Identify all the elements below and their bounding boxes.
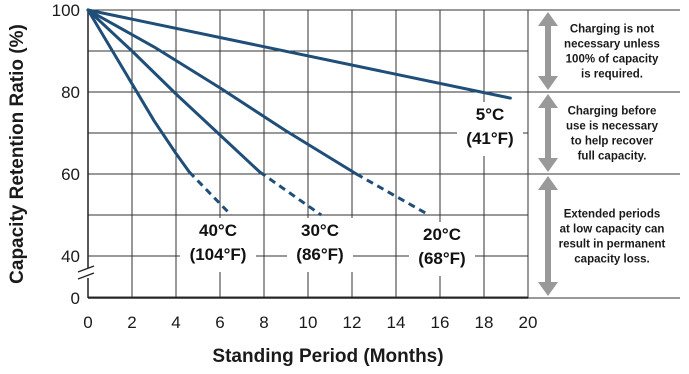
y-axis-title: Capacity Retention Ratio (%) (7, 24, 28, 284)
series-line-solid (86, 8, 512, 100)
double-arrow-icon (538, 176, 558, 296)
series-line-dashed (188, 170, 233, 217)
double-arrow-icon (538, 94, 558, 172)
annotation-text: Charging is not (570, 24, 655, 36)
series-label: (41°F) (466, 129, 513, 148)
series-line-dashed (355, 172, 430, 217)
series-label: 20°C (423, 225, 461, 244)
annotation-text: use is necessary (566, 121, 659, 133)
axis-break (77, 265, 96, 280)
series-line-solid (86, 8, 191, 174)
annotation-text: full capacity. (578, 151, 647, 163)
series-line-dashed (258, 170, 323, 217)
y-tick-label: 80 (61, 83, 80, 102)
annotation-text: 100% of capacity (566, 54, 659, 66)
x-tick-label: 8 (259, 313, 268, 332)
series-label-bg (180, 218, 256, 272)
x-tick-label: 6 (215, 313, 224, 332)
x-axis-title: Standing Period (Months) (212, 346, 443, 367)
series-line-solid (86, 8, 262, 174)
annotation-text: is required. (581, 69, 643, 81)
x-tick-label: 4 (171, 313, 180, 332)
x-tick-label: 0 (83, 313, 92, 332)
series-label: 5°C (476, 105, 505, 124)
annotation-1: Charging is not necessary unless 100% of c… (538, 12, 660, 90)
annotation-3: Extended periods at low capacity can resul… (538, 176, 666, 296)
series-4: 40°C (104°F) (86, 8, 256, 272)
series-label-bg (457, 102, 523, 156)
series-1: 5°C (41°F) (86, 8, 523, 156)
series-2: 20°C (68°F) (86, 8, 475, 276)
x-tick-label: 16 (431, 313, 450, 332)
annotation-text: Extended periods (564, 209, 661, 221)
annotation-2: Charging before use is necessary to help r… (538, 94, 659, 172)
series-3: 30°C (86°F) (86, 8, 353, 272)
series-label: (104°F) (190, 245, 247, 264)
y-tick-label: 100 (52, 1, 80, 20)
annotation-text: result in permanent (559, 239, 666, 251)
double-arrow-icon (538, 12, 558, 90)
x-tick-label: 20 (519, 313, 538, 332)
y-tick-label: 40 (61, 247, 80, 266)
x-tick-label: 12 (343, 313, 362, 332)
x-tick-label: 14 (387, 313, 406, 332)
x-tick-label: 2 (127, 313, 136, 332)
series-label-bg (409, 222, 475, 276)
series-label: 30°C (301, 221, 339, 240)
annotation-text: Charging before (568, 106, 657, 118)
y-tick-label: 0 (71, 289, 80, 308)
annotation-text: capacity loss. (574, 254, 649, 266)
annotation-text: necessary unless (564, 39, 660, 51)
series-label-bg (287, 218, 353, 272)
annotation-text: to help recover (571, 136, 654, 148)
series-label: 40°C (199, 221, 237, 240)
series-line-solid (86, 8, 358, 176)
x-tick-label: 18 (475, 313, 494, 332)
series-label: (68°F) (418, 249, 465, 268)
x-tick-label: 10 (299, 313, 318, 332)
y-tick-label: 60 (61, 165, 80, 184)
series-label: (86°F) (296, 245, 343, 264)
annotation-text: at low capacity can (560, 224, 665, 236)
